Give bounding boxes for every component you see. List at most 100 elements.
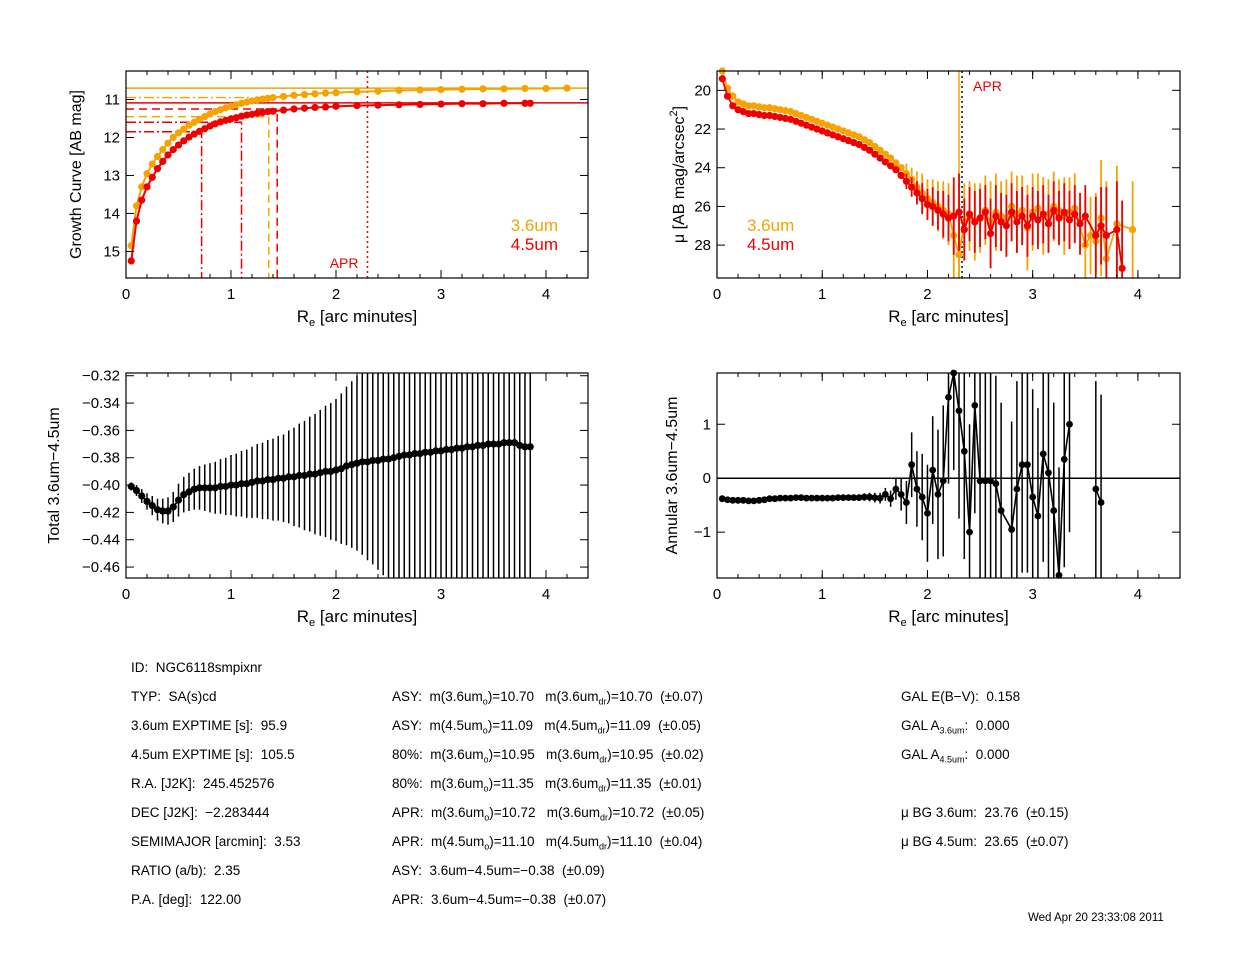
info-label: P.A. [deg]:: [131, 892, 193, 907]
data-point-3.6um: [174, 129, 183, 137]
data-point-4.5um: [374, 101, 382, 109]
x-axis-label: Re [arc minutes]: [888, 607, 1008, 629]
info-label: DEC [J2K]:: [131, 805, 198, 820]
color-row: ASY: 3.6um−4.5um=−0.38 (±0.09): [392, 863, 704, 892]
data-point-4.5um: [479, 100, 487, 108]
data-point: [797, 494, 805, 502]
gal-row: GAL A3.6um: 0.000: [901, 718, 1069, 747]
info-label: R.A. [J2K]:: [131, 776, 196, 791]
info-row: RATIO (a/b): 2.35: [131, 863, 301, 892]
data-point: [159, 507, 167, 515]
data-point-4.5um: [1076, 220, 1084, 228]
data-point-4.5um: [1013, 218, 1021, 226]
x-tick-label: 4: [542, 286, 550, 303]
info-value: 95.9: [253, 718, 288, 733]
mag-label: APR:: [392, 805, 432, 820]
data-point-4.5um: [871, 150, 879, 158]
data-point: [285, 473, 293, 481]
data-point: [803, 494, 810, 502]
data-point: [766, 495, 774, 503]
data-point-4.5um: [1023, 222, 1032, 230]
data-point: [997, 507, 1005, 514]
data-point: [295, 471, 303, 480]
x-axis-label: Re [arc minutes]: [888, 307, 1008, 329]
data-point-4.5um: [1055, 214, 1063, 222]
x-tick-label: 0: [122, 586, 130, 603]
data-point-3.6um: [395, 86, 403, 94]
data-point: [913, 485, 921, 493]
info-value: SA(s)cd: [161, 689, 217, 704]
mag-text: m(3.6um: [430, 776, 484, 791]
data-point: [237, 480, 246, 488]
data-point-4.5um: [908, 183, 916, 191]
mag-row: ASY: m(4.5umo)=11.09 m(4.5umdr)=11.09 (±…: [392, 718, 704, 747]
data-point: [955, 407, 963, 415]
data-point: [1045, 469, 1052, 477]
info-row: ID: NGC6118smpixnr: [131, 660, 301, 689]
gal-row: [901, 776, 1069, 805]
data-point-3.6um: [865, 138, 874, 147]
data-point: [1050, 507, 1058, 514]
mag-text: )=10.95 m(3.6um: [488, 747, 600, 762]
mag-row: APR: m(3.6umo)=10.72 m(3.6umdr)=10.72 (±…: [392, 805, 704, 834]
data-point: [750, 497, 758, 505]
x-tick-label: 2: [332, 586, 340, 603]
data-point-4.5um: [865, 146, 874, 154]
data-point: [850, 494, 858, 502]
data-point: [1039, 450, 1047, 458]
data-point-3.6um: [521, 84, 529, 93]
surface-brightness-chart: APR 0 1 2 3 4 20 22 24 26 28 Re [arc minutes] μ [AB …: [668, 67, 1181, 329]
info-value: 245.452576: [195, 776, 275, 791]
data-point: [781, 494, 789, 502]
data-point-3.6um: [269, 93, 277, 102]
x-tick-label: 3: [437, 586, 445, 603]
data-point-4.5um: [971, 218, 979, 226]
info-row: SEMIMAJOR [arcmin]: 3.53: [131, 834, 301, 863]
data-point-4.5um: [887, 162, 895, 170]
data-point-4.5um: [902, 177, 911, 185]
mag-text: )=11.10 m(4.5um: [489, 834, 599, 849]
data-point: [132, 486, 141, 495]
data-point-4.5um: [132, 217, 141, 225]
data-point-4.5um: [1008, 208, 1016, 216]
data-point: [174, 496, 183, 504]
color-text: 3.6um−4.5um=−0.38 (±0.07): [431, 892, 607, 907]
data-point-3.6um: [887, 154, 895, 162]
x-tick-label: 4: [1134, 586, 1142, 603]
data-point: [855, 494, 863, 502]
data-point-3.6um: [353, 88, 361, 96]
data-point: [739, 496, 747, 504]
data-point-3.6um: [855, 133, 863, 141]
data-point-4.5um: [164, 151, 172, 159]
data-point-4.5um: [300, 104, 309, 112]
data-point: [253, 477, 261, 485]
data-point-3.6um: [180, 125, 188, 133]
data-point: [939, 477, 947, 485]
data-point-4.5um: [729, 102, 737, 110]
gal-text: : 0.000: [964, 718, 1010, 733]
data-point-3.6um: [500, 85, 508, 93]
data-point-4.5um: [264, 108, 272, 116]
data-point: [463, 443, 471, 451]
data-point: [892, 485, 900, 493]
info-value: 3.53: [266, 834, 301, 849]
x-tick-label: 3: [1029, 586, 1037, 603]
info-label: SEMIMAJOR [arcmin]:: [131, 834, 267, 849]
data-point-4.5um: [148, 173, 156, 181]
data-point: [976, 477, 984, 485]
data-point: [432, 447, 440, 455]
info-value: −2.283444: [197, 805, 270, 820]
data-point-3.6um: [892, 159, 900, 167]
data-point-4.5um: [169, 146, 177, 154]
data-point-4.5um: [1065, 216, 1074, 224]
data-point: [760, 496, 768, 504]
data-point: [369, 456, 377, 465]
data-point: [745, 497, 752, 505]
data-point-3.6um: [860, 136, 868, 144]
data-point: [442, 445, 450, 454]
data-point-3.6um: [332, 89, 340, 97]
mag-text: )=10.70 (±0.07): [606, 689, 703, 704]
x-tick-label: 4: [542, 586, 550, 603]
data-point: [1097, 499, 1105, 506]
y-tick-label: −0.32: [82, 368, 120, 385]
